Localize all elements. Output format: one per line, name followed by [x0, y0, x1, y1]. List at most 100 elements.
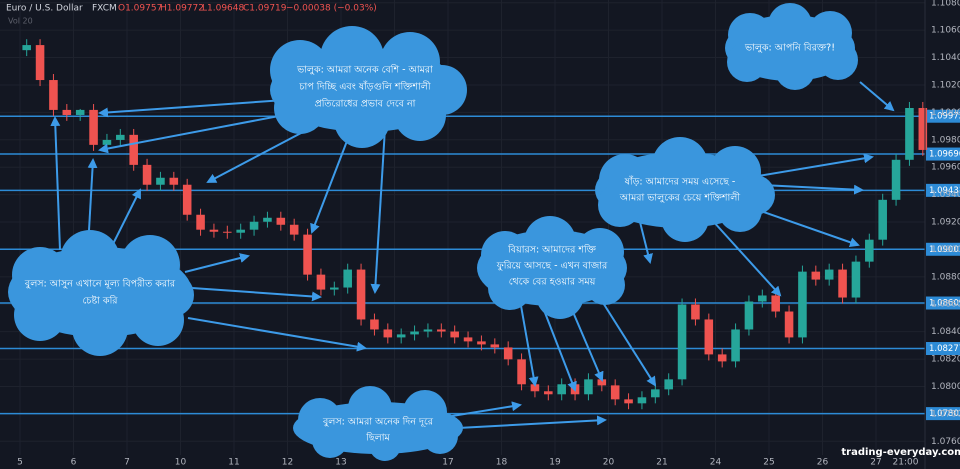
candle-body — [356, 269, 366, 320]
candle-body — [865, 239, 874, 262]
candle-body — [330, 287, 339, 290]
level-label: 1.07802 — [929, 409, 960, 419]
y-tick-label: 1.07600 — [931, 437, 960, 447]
candle-body — [370, 319, 379, 330]
x-tick-label: 18 — [496, 458, 508, 468]
candle-body — [637, 397, 647, 404]
callout: ভালুক: আপনি বিরক্ত?! — [725, 3, 858, 90]
candle-body — [717, 354, 727, 362]
y-tick-label: 1.08600 — [931, 300, 960, 310]
callout: ষাঁড়: আমাদের সময় এসেছে - আমরা ভালুকের … — [595, 137, 775, 242]
candle-body — [89, 109, 98, 145]
candle-body — [129, 134, 138, 165]
level-label: 1.08277 — [929, 344, 960, 354]
arrow — [541, 304, 577, 392]
candle-body — [35, 45, 45, 81]
arrow — [451, 401, 522, 417]
header-stat: L1.09648 — [202, 4, 245, 14]
candle-body — [116, 134, 125, 140]
level-tag — [926, 147, 960, 161]
y-tick-label: 1.08800 — [931, 272, 960, 282]
callout-text: বুলস: আসুন এখানে মূল্য বিপরীত করার — [24, 277, 176, 290]
callout-text: আমরা ভালুকের চেয়ে শক্তিশালী — [619, 191, 740, 204]
candle-body — [878, 199, 887, 240]
arrow — [757, 153, 874, 177]
candle-body — [824, 269, 834, 280]
y-tick-label: 1.09200 — [931, 218, 960, 228]
callout-text: বুলস: আমরা অনেক দিন দূরে — [322, 416, 434, 428]
header-stat: C1.09719 — [243, 4, 287, 14]
x-tick-label: 7 — [124, 458, 130, 468]
candle-body — [156, 177, 165, 185]
y-tick-label: 1.09000 — [931, 245, 960, 255]
arrow — [191, 287, 322, 302]
candle-body — [437, 329, 446, 332]
candle-body — [584, 379, 593, 395]
arrow — [859, 81, 895, 112]
y-tick-label: 1.09600 — [931, 163, 960, 173]
candle-body — [182, 184, 192, 215]
candle-body — [811, 271, 821, 280]
level-label: 1.09696 — [929, 150, 960, 160]
candle-body — [303, 234, 312, 275]
callout-text: প্রতিরোধের প্রভাব দেবে না — [315, 98, 417, 110]
watermark: trading-everyday.com — [841, 447, 960, 458]
arrow — [519, 299, 539, 387]
callout: বুলস: আসুন এখানে মূল্য বিপরীত করার চেষ্ট… — [8, 230, 194, 356]
x-tick-label: 11 — [228, 458, 239, 468]
candle-body — [503, 347, 513, 360]
x-tick-label: 17 — [442, 458, 453, 468]
candle-body — [410, 331, 419, 335]
level-tag — [926, 407, 960, 421]
axes: 1.10800 1.10600 1.10400 1.10200 1.10000 1.098… — [17, 0, 960, 468]
arrow — [187, 317, 367, 352]
candle-body — [677, 304, 687, 380]
y-tick-label: 1.09800 — [931, 135, 960, 145]
x-tick-label: 5 — [17, 458, 23, 468]
candle-body — [169, 177, 179, 185]
y-tick-label: 1.08400 — [931, 327, 960, 337]
x-tick-label: 21 — [656, 458, 667, 468]
arrow — [569, 304, 604, 382]
arrows — [50, 81, 895, 429]
y-tick-label: 1.08200 — [931, 355, 960, 365]
arrow — [751, 207, 860, 248]
callout-text: থেকে বের হওয়ার সময় — [509, 277, 597, 288]
candle-body — [49, 80, 58, 110]
candle-body — [771, 295, 780, 312]
candle-body — [704, 319, 714, 355]
candle-body — [396, 334, 406, 338]
candle-body — [744, 301, 754, 330]
candle-body — [490, 344, 500, 348]
header: Euro / U.S. Dollar FXCM O1.09757 H1.0977… — [6, 4, 377, 26]
candle-body — [517, 359, 526, 385]
volume-label: Vol 20 — [8, 17, 33, 26]
arrow — [310, 127, 353, 234]
candle-body — [423, 329, 433, 332]
arrow — [370, 127, 386, 294]
candle-body — [905, 107, 914, 160]
exchange: FXCM — [92, 4, 117, 14]
x-tick-label: 20 — [603, 458, 615, 468]
arrow — [599, 297, 657, 387]
callout-text: চেষ্টা করি — [82, 295, 118, 307]
candle-body — [22, 45, 31, 51]
candle-body — [263, 217, 272, 222]
y-tick-label: 1.09400 — [931, 190, 960, 200]
candle-body — [544, 391, 553, 395]
y-tick-label: 1.10400 — [931, 53, 960, 63]
candle-body — [343, 269, 352, 288]
level-tag — [926, 242, 960, 256]
x-tick-label: 26 — [817, 458, 829, 468]
level-label: 1.09972 — [929, 112, 960, 122]
x-tick-label: 10 — [175, 458, 187, 468]
candle-body — [851, 261, 861, 298]
candle-body — [798, 271, 807, 338]
arrow — [457, 415, 607, 429]
arrow — [639, 221, 653, 264]
arrow — [109, 188, 141, 251]
candle-body — [477, 341, 486, 345]
x-tick-label: 25 — [763, 458, 774, 468]
